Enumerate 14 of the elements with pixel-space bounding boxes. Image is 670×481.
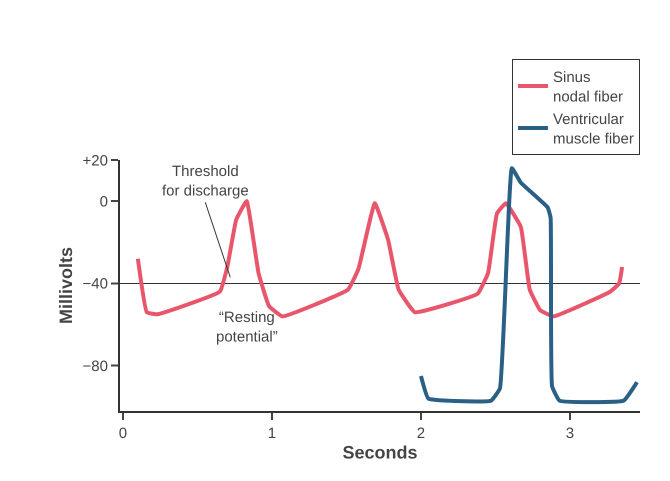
y-axis-title: Millivolts: [56, 246, 76, 324]
y-tick-label: +20: [82, 152, 108, 170]
x-tick-label: 0: [118, 425, 128, 442]
y-tick-label: −80: [82, 358, 108, 375]
annotation: Threshold for discharge: [162, 163, 249, 200]
x-tick-label: 1: [268, 425, 276, 442]
x-tick-label: 2: [416, 425, 426, 442]
x-axis-title: Seconds: [342, 442, 418, 463]
annotation: “Resting potential”: [216, 309, 278, 346]
legend-label: Sinus nodal fiber: [553, 69, 624, 106]
y-tick-label: 0: [100, 193, 108, 210]
legend-label: Ventricular muscle fiber: [553, 111, 634, 148]
y-tick-label: −40: [82, 276, 108, 293]
x-tick-label: 3: [566, 425, 574, 442]
